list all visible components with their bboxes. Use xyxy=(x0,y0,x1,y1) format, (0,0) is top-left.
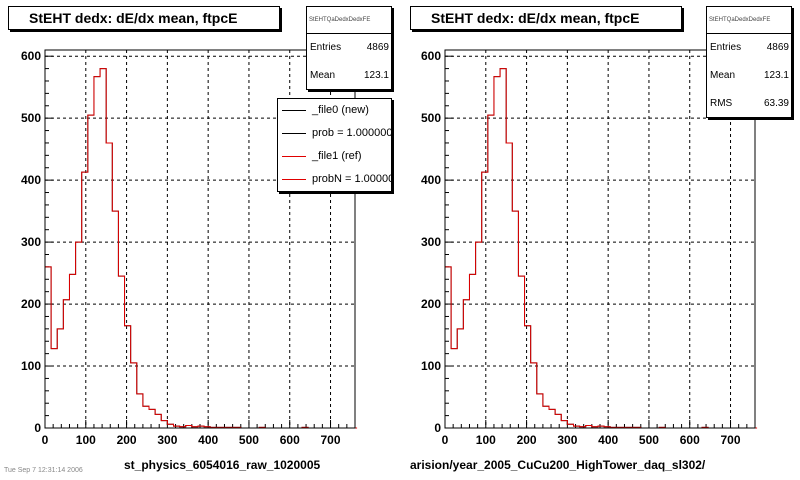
x-tick-label: 0 xyxy=(442,433,449,447)
plot-area xyxy=(445,50,755,428)
y-tick-label: 200 xyxy=(21,297,41,311)
stats-box: StEHTQaDedxDedxFE Entries 4869 Mean 123.… xyxy=(706,6,792,118)
x-tick-label: 300 xyxy=(557,433,577,447)
left-pad: 0 100 200 300 400 500 600 700 0 100 200 300 400 500 60… xyxy=(8,6,392,472)
file-name-label: st_physics_6054016_raw_1020005 xyxy=(124,458,321,472)
legend-label-probn: probN = 1.000000 xyxy=(312,173,392,185)
stats-entries-value: 4869 xyxy=(766,42,789,53)
y-tick-label: 0 xyxy=(34,421,41,435)
stats-mean-row: Mean 123.1 xyxy=(307,62,391,89)
x-tick-label: 400 xyxy=(198,433,218,447)
stats-entries-label: Entries xyxy=(310,42,342,53)
y-tick-label: 0 xyxy=(434,421,441,435)
timestamp-text: Tue Sep 7 12:31:14 2006 xyxy=(4,467,83,474)
plot-frame xyxy=(44,49,356,429)
stats-mean-label: Mean xyxy=(310,70,336,81)
legend-entry-prob: prob = 1.000000 xyxy=(278,122,391,145)
legend-swatch-probn xyxy=(282,179,306,180)
stats-rms-label: RMS xyxy=(710,98,733,109)
legend-entry-probn: probN = 1.000000 xyxy=(278,168,391,191)
x-tick-label: 400 xyxy=(598,433,618,447)
y-tick-label: 500 xyxy=(21,111,41,125)
x-tick-label: 200 xyxy=(117,433,137,447)
y-tick-label: 400 xyxy=(21,173,41,187)
x-tick-label: 500 xyxy=(639,433,659,447)
x-tick-label: 700 xyxy=(721,433,741,447)
x-tick-label: 100 xyxy=(76,433,96,447)
histogram-title: StEHT dedx: dE/dx mean, ftpcE xyxy=(8,6,280,30)
stats-entries-value: 4869 xyxy=(366,42,389,53)
legend-swatch-ref xyxy=(282,156,306,157)
x-tick-label: 500 xyxy=(239,433,259,447)
y-tick-label: 300 xyxy=(21,235,41,249)
legend-label-new: _file0 (new) xyxy=(312,104,369,116)
legend-entry-new: _file0 (new) xyxy=(278,99,391,122)
y-tick-label: 100 xyxy=(421,359,441,373)
legend-swatch-prob xyxy=(282,133,306,134)
x-tick-label: 600 xyxy=(680,433,700,447)
legend-entry-ref: _file1 (ref) xyxy=(278,145,391,168)
x-tick-label: 300 xyxy=(157,433,177,447)
y-tick-label: 600 xyxy=(21,49,41,63)
directory-path-label: arision/year_2005_CuCu200_HighTower_daq_… xyxy=(410,458,706,472)
stats-entries-row: Entries 4869 xyxy=(307,34,391,62)
right-histogram-plot: 0 100 200 300 400 500 600 700 0 100 200 300 400 500 60… xyxy=(421,49,758,447)
legend-box: _file0 (new) prob = 1.000000 _file1 (ref… xyxy=(277,98,392,192)
stats-histogram-name: StEHTQaDedxDedxFE xyxy=(307,7,391,34)
stats-rms-row: RMS 63.39 xyxy=(707,90,791,117)
legend-label-prob: prob = 1.000000 xyxy=(312,127,392,139)
stats-mean-row: Mean 123.1 xyxy=(707,62,791,90)
stats-mean-value: 123.1 xyxy=(363,70,389,81)
y-tick-label: 500 xyxy=(421,111,441,125)
stats-entries-label: Entries xyxy=(710,42,742,53)
legend-label-ref: _file1 (ref) xyxy=(312,150,362,162)
stats-rms-value: 63.39 xyxy=(763,98,789,109)
histogram-title: StEHT dedx: dE/dx mean, ftpcE xyxy=(410,6,682,30)
x-tick-label: 600 xyxy=(280,433,300,447)
stats-mean-label: Mean xyxy=(710,70,736,81)
x-tick-label: 100 xyxy=(476,433,496,447)
stats-entries-row: Entries 4869 xyxy=(707,34,791,62)
x-tick-label: 200 xyxy=(517,433,537,447)
right-pad: 0 100 200 300 400 500 600 700 0 100 200 300 400 500 60… xyxy=(400,0,800,480)
y-tick-label: 200 xyxy=(421,297,441,311)
y-tick-label: 400 xyxy=(421,173,441,187)
stats-box: StEHTQaDedxDedxFE Entries 4869 Mean 123.… xyxy=(306,6,392,90)
stats-histogram-name: StEHTQaDedxDedxFE xyxy=(707,7,791,34)
legend-swatch-new xyxy=(282,110,306,111)
stats-mean-value: 123.1 xyxy=(763,70,789,81)
y-tick-label: 300 xyxy=(421,235,441,249)
x-tick-label: 0 xyxy=(42,433,49,447)
y-tick-label: 600 xyxy=(421,49,441,63)
plot-frame xyxy=(444,49,756,429)
y-tick-label: 100 xyxy=(21,359,41,373)
x-tick-label: 700 xyxy=(321,433,341,447)
